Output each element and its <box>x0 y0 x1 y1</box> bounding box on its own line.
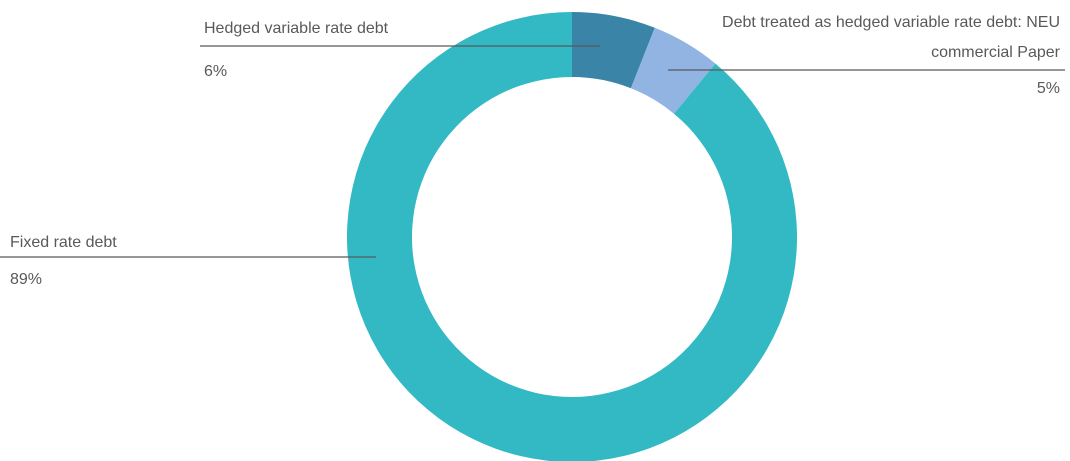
value-label: 89% <box>10 271 43 288</box>
value-label: 6% <box>204 63 228 80</box>
slice <box>630 27 716 114</box>
slice-label: Fixed rate debt <box>10 234 117 251</box>
slice <box>572 12 655 89</box>
slice <box>347 12 797 461</box>
slice-label: Hedged variable rate debt <box>204 20 389 37</box>
value-label: 5% <box>1036 80 1060 97</box>
slice-label: Debt treated as hedged variable rate deb… <box>722 14 1060 61</box>
